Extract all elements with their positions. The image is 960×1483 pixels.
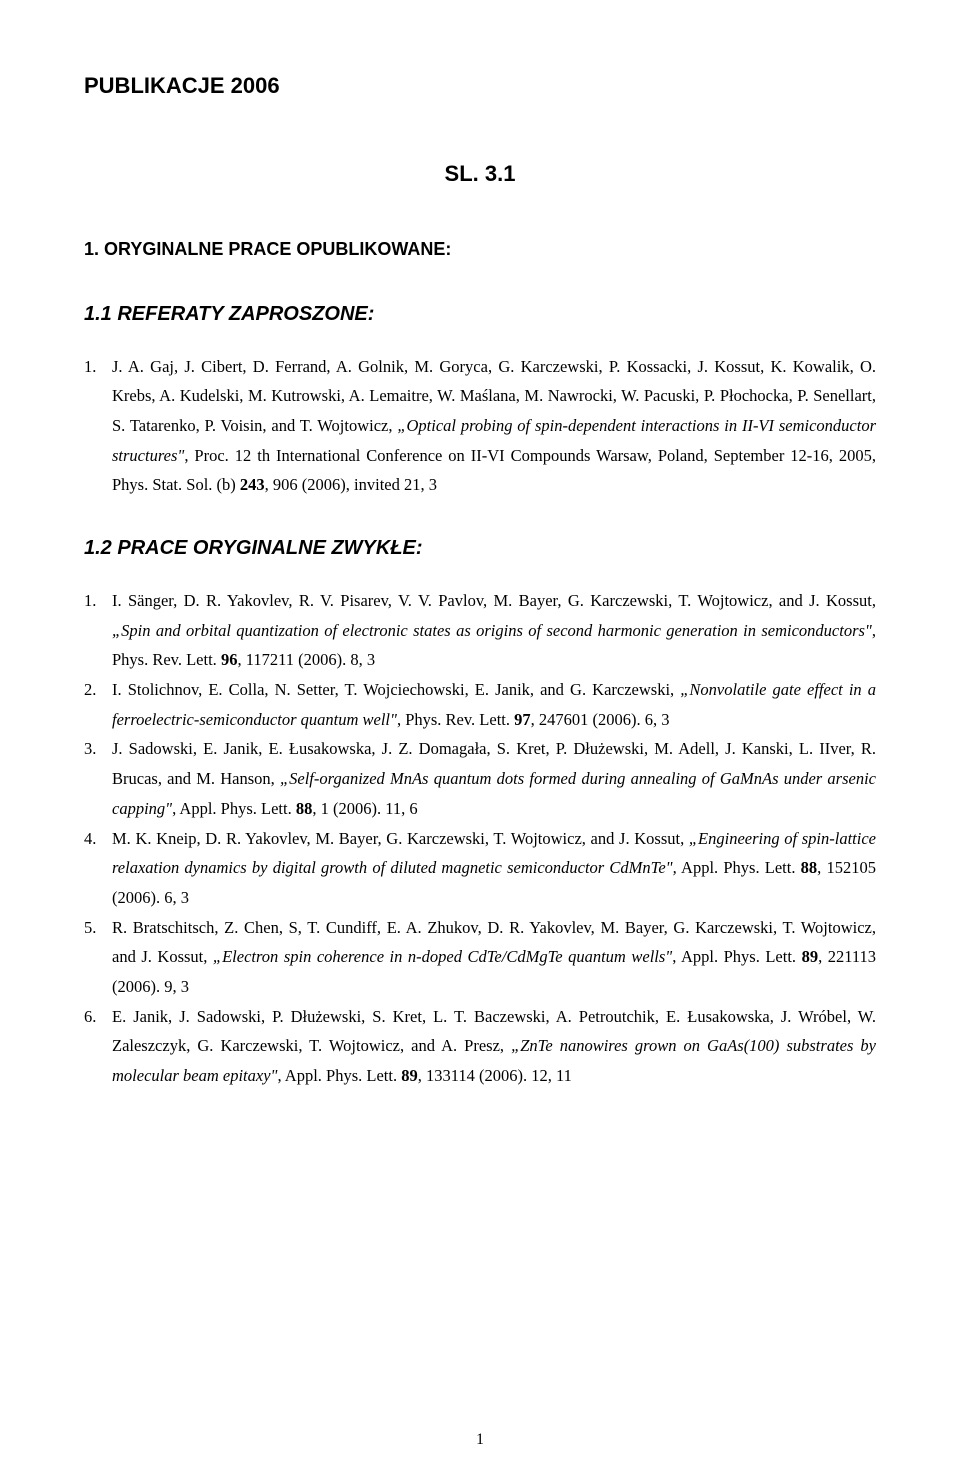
reference-entry: 6.E. Janik, J. Sadowski, P. Dłużewski, S… [84,1002,876,1091]
ref-rest2: , 133114 (2006). 12, 11 [418,1066,572,1085]
ref-rest2: , 247601 (2006). 6, 3 [531,710,670,729]
ref-body: J. A. Gaj, J. Cibert, D. Ferrand, A. Gol… [112,352,876,500]
ref-number: 2. [84,675,112,734]
ref-body: M. K. Kneip, D. R. Yakovlev, M. Bayer, G… [112,824,876,913]
ref-rest1: , Appl. Phys. Lett. [277,1066,401,1085]
ref-body: I. Stolichnov, E. Colla, N. Setter, T. W… [112,675,876,734]
ref-authors: I. Sänger, D. R. Yakovlev, R. V. Pisarev… [112,591,876,610]
ref-body: E. Janik, J. Sadowski, P. Dłużewski, S. … [112,1002,876,1091]
ref-number: 3. [84,734,112,823]
ref-rest1: Appl. Phys. Lett. [677,858,801,877]
ref-title: „Spin and orbital quantization of electr… [112,621,872,640]
section-1-heading: 1. ORYGINALNE PRACE OPUBLIKOWANE: [84,233,876,265]
ref-rest1: , Proc. 12 th International Conference o… [112,446,876,495]
ref-rest2: , 906 (2006), invited 21, 3 [265,475,437,494]
ref-authors: I. Stolichnov, E. Colla, N. Setter, T. W… [112,680,680,699]
page-number: 1 [0,1426,960,1455]
reference-entry: 5.R. Bratschitsch, Z. Chen, S, T. Cundif… [84,913,876,1002]
section-1-1-heading: 1.1 REFERATY ZAPROSZONE: [84,296,876,332]
ref-number: 1. [84,586,112,675]
ref-number: 1. [84,352,112,500]
ref-rest1: , Appl. Phys. Lett. [672,947,801,966]
ref-volume: 96 [221,650,238,669]
reference-entry: 3.J. Sadowski, E. Janik, E. Łusakowska, … [84,734,876,823]
ref-volume: 97 [514,710,531,729]
ref-number: 5. [84,913,112,1002]
ref-authors: M. K. Kneip, D. R. Yakovlev, M. Bayer, G… [112,829,689,848]
reference-entry: 4.M. K. Kneip, D. R. Yakovlev, M. Bayer,… [84,824,876,913]
ref-title: „Electron spin coherence in n-doped CdTe… [213,947,672,966]
ref-volume: 88 [801,858,818,877]
ref-body: R. Bratschitsch, Z. Chen, S, T. Cundiff,… [112,913,876,1002]
reference-entry: 2.I. Stolichnov, E. Colla, N. Setter, T.… [84,675,876,734]
ref-body: J. Sadowski, E. Janik, E. Łusakowska, J.… [112,734,876,823]
document-title: PUBLIKACJE 2006 [84,66,876,106]
ref-number: 6. [84,1002,112,1091]
sl-heading: SL. 3.1 [84,154,876,194]
ref-body: I. Sänger, D. R. Yakovlev, R. V. Pisarev… [112,586,876,675]
section-1-2-heading: 1.2 PRACE ORYGINALNE ZWYKŁE: [84,530,876,566]
invited-reference: 1. J. A. Gaj, J. Cibert, D. Ferrand, A. … [84,352,876,500]
ref-volume: 89 [802,947,819,966]
ref-number: 4. [84,824,112,913]
ref-rest1: , Appl. Phys. Lett. [172,799,296,818]
ref-volume: 243 [240,475,265,494]
ref-rest1: , Phys. Rev. Lett. [397,710,514,729]
reference-entry: 1.I. Sänger, D. R. Yakovlev, R. V. Pisar… [84,586,876,675]
ref-volume: 89 [401,1066,418,1085]
ref-rest2: , 1 (2006). 11, 6 [312,799,417,818]
ref-rest2: , 117211 (2006). 8, 3 [237,650,375,669]
ref-volume: 88 [296,799,313,818]
